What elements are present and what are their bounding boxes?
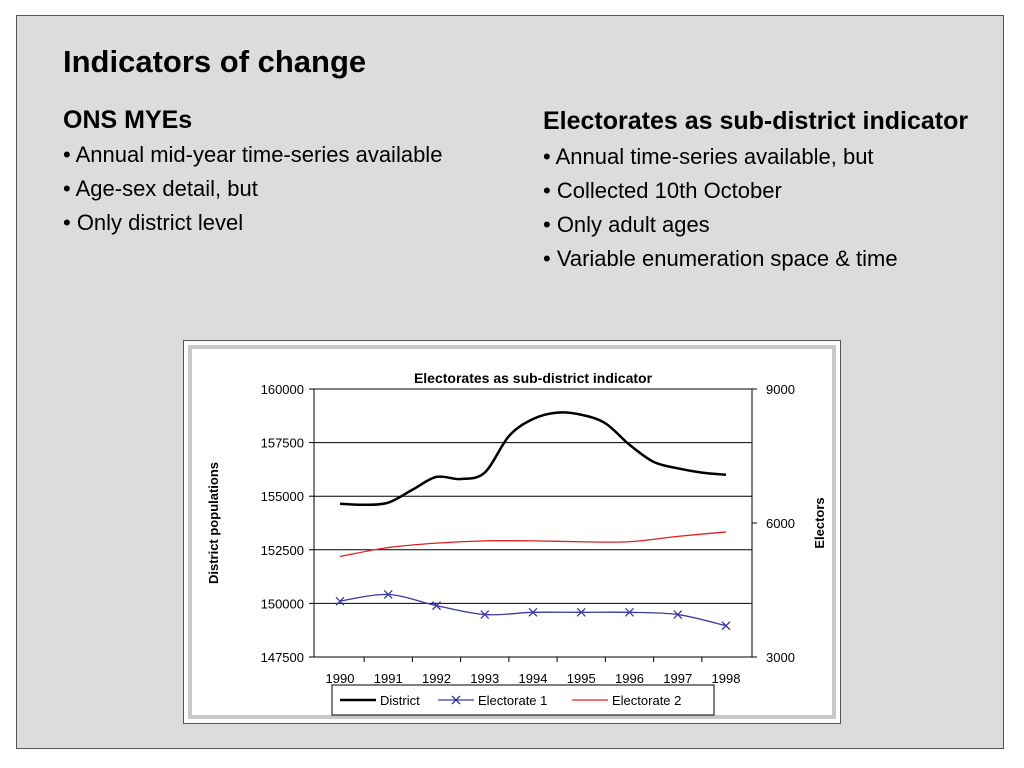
- y2-tick-label: 6000: [766, 516, 795, 531]
- y-tick-label: 160000: [261, 382, 304, 397]
- x-tick-label: 1997: [663, 671, 692, 686]
- right-heading: Electorates as sub-district indicator: [543, 107, 969, 135]
- y2-tick-label: 9000: [766, 382, 795, 397]
- left-bullet: • Age-sex detail, but: [63, 176, 258, 201]
- right-bullet: • Only adult ages: [543, 212, 710, 237]
- chart-title: Electorates as sub-district indicator: [414, 370, 653, 386]
- line-chart: Electorates as sub-district indicator 160…: [188, 345, 836, 719]
- y-tick-label: 155000: [261, 489, 304, 504]
- right-column: Electorates as sub-district indicator • …: [543, 102, 973, 276]
- right-bullet: • Collected 10th October: [543, 178, 782, 203]
- y2-tick-label: 3000: [766, 650, 795, 665]
- x-tick-label: 1993: [470, 671, 499, 686]
- y-axis-label: District populations: [206, 462, 221, 584]
- slide-title: Indicators of change: [63, 44, 367, 79]
- y-tick-label: 147500: [261, 650, 304, 665]
- series-line-electorate-1: [339, 593, 727, 627]
- legend-marker: [451, 695, 461, 705]
- x-tick-label: 1995: [567, 671, 596, 686]
- series-line-electorate-2: [339, 531, 727, 558]
- left-bullet: • Annual mid-year time-series available: [63, 142, 443, 167]
- left-bullet-list: • Annual mid-year time-series available …: [63, 138, 523, 240]
- data-point-marker: [528, 607, 538, 617]
- legend-label-electorate-1: Electorate 1: [478, 693, 547, 708]
- legend-label-electorate-2: Electorate 2: [612, 693, 681, 708]
- right-bullet: • Annual time-series available, but: [543, 144, 874, 169]
- data-point-marker: [383, 590, 393, 599]
- series-line-district: [339, 411, 727, 507]
- data-point-marker: [480, 610, 490, 620]
- left-bullet: • Only district level: [63, 210, 244, 235]
- x-tick-label: 1994: [519, 671, 548, 686]
- x-tick-label: 1996: [615, 671, 644, 686]
- data-point-marker: [673, 610, 683, 620]
- y-tick-label: 157500: [261, 436, 304, 451]
- chart-frame: Electorates as sub-district indicator 160…: [183, 340, 841, 724]
- right-bullet: • Variable enumeration space & time: [543, 246, 898, 271]
- x-tick-label: 1991: [374, 671, 403, 686]
- data-point-marker: [625, 607, 634, 617]
- x-tick-label: 1992: [422, 671, 451, 686]
- y-tick-label: 150000: [261, 596, 304, 611]
- x-tick-label: 1998: [712, 671, 741, 686]
- chart-legend: [331, 684, 715, 716]
- x-tick-label: 1990: [326, 671, 355, 686]
- data-point-marker: [721, 621, 731, 631]
- chart-inner-border: [188, 345, 836, 719]
- y-tick-label: 152500: [261, 543, 304, 558]
- legend-label-district: District: [380, 693, 420, 708]
- data-point-marker: [335, 596, 345, 606]
- left-heading: ONS MYEs: [63, 106, 193, 134]
- right-bullet-list: • Annual time-series available, but • Co…: [543, 140, 973, 276]
- left-column: ONS MYEs • Annual mid-year time-series a…: [63, 102, 523, 240]
- data-point-marker: [432, 601, 441, 611]
- data-point-marker: [576, 607, 586, 617]
- y2-axis-label: Electors: [812, 497, 827, 548]
- slide: Indicators of change ONS MYEs • Annual m…: [16, 15, 1004, 749]
